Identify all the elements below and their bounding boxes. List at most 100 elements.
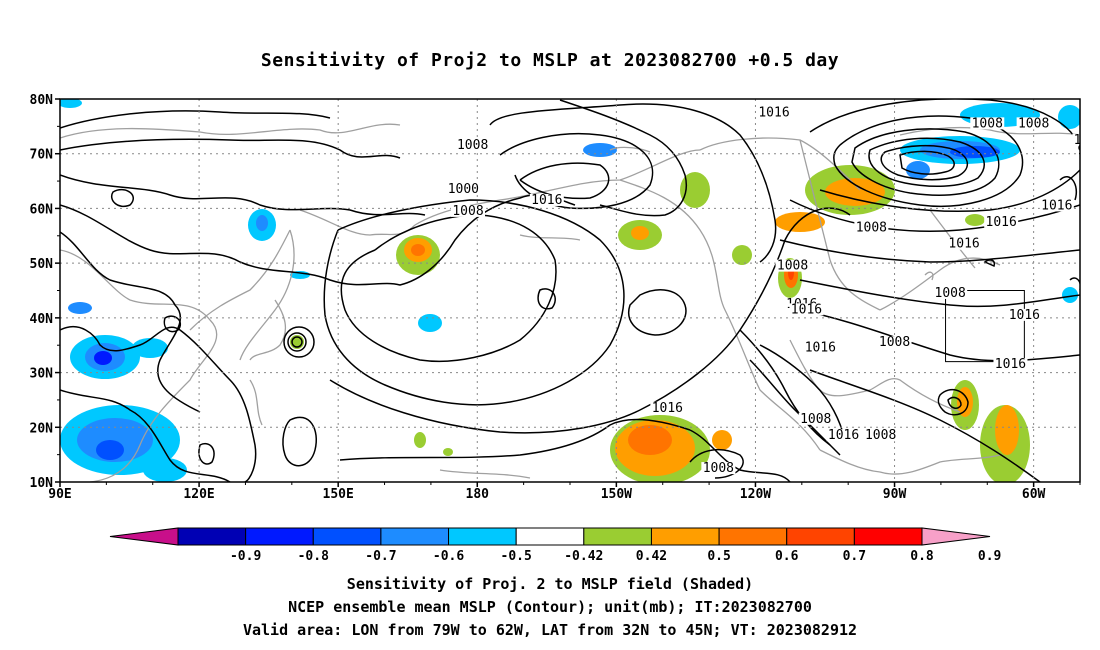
- typhoon-contours: [283, 326, 315, 358]
- contour-label: 1016: [995, 357, 1026, 372]
- figure-title: Sensitivity of Proj2 to MSLP at 20230827…: [260, 50, 840, 71]
- colorbar-swatch: [312, 527, 382, 546]
- contour-label: 1008: [856, 220, 887, 235]
- contour-label: 1016: [986, 215, 1017, 230]
- lat-tick-label: 50N: [30, 257, 54, 272]
- contour-label: 1016: [758, 105, 789, 120]
- colorbar-swatch: [380, 527, 450, 546]
- colorbar: -0.9 -0.8 -0.7 -0.6 -0.5 -0.42 0.42 0.5 0.6 0.7 0.…: [109, 527, 1001, 564]
- colorbar-label: 0.7: [843, 549, 866, 564]
- colorbar-swatch: [718, 527, 788, 546]
- contour-label: 1008: [703, 461, 734, 476]
- contour-label: 1008: [879, 335, 910, 350]
- coastlines: [60, 123, 1080, 482]
- lon-tick-label: 120E: [183, 487, 214, 502]
- lon-tick-label: 150W: [601, 487, 632, 502]
- contour-label-bg: [446, 183, 481, 196]
- colorbar-label: -0.7: [365, 549, 396, 564]
- contour-label: 1016: [828, 428, 859, 443]
- lat-tick-label: 40N: [30, 312, 54, 327]
- contour-label-bg: [1072, 133, 1080, 146]
- contour-label: 1008: [935, 286, 966, 301]
- colorbar-max-triangle: [921, 527, 991, 546]
- contour-label: 1000: [1074, 133, 1100, 148]
- caption: Sensitivity of Proj. 2 to MSLP field (Sh…: [0, 573, 1100, 642]
- sensitivity-shading: [60, 99, 1080, 482]
- contour-label-bg: [854, 221, 889, 234]
- contour-label: 1016: [531, 193, 562, 208]
- contour-label-bg: [984, 215, 1019, 228]
- contour-label: 1008: [457, 138, 488, 153]
- contour-label: 1008: [865, 428, 896, 443]
- colorbar-label: 0.42: [636, 549, 667, 564]
- contour-label-bg: [803, 341, 838, 354]
- lat-tick-label: 80N: [30, 93, 54, 108]
- lat-tick-label: 60N: [30, 202, 54, 217]
- colorbar-swatch: [583, 527, 652, 546]
- contour-label-bg: [826, 429, 861, 442]
- contour-label: 1008: [777, 259, 808, 274]
- contour-label-bg: [877, 336, 912, 349]
- colorbar-swatch: [650, 527, 720, 546]
- contour-label-bg: [970, 117, 1005, 130]
- contour-label-bg: [789, 303, 824, 316]
- contour-label-bg: [1007, 308, 1042, 321]
- colorbar-label: -0.42: [564, 549, 603, 564]
- contour-label: 1016: [948, 237, 979, 252]
- contour-label-bg: [798, 412, 833, 425]
- mslp-contours: [60, 99, 1080, 482]
- contour-label: 1016: [652, 401, 683, 416]
- lat-tick-label: 10N: [30, 476, 54, 491]
- colorbar-swatch: [515, 527, 585, 546]
- contour-label-bg: [451, 204, 485, 217]
- lat-tick-label: 20N: [30, 421, 54, 436]
- contour-label: 1016: [1041, 198, 1072, 213]
- caption-line-1: Sensitivity of Proj. 2 to MSLP field (Sh…: [346, 575, 754, 593]
- caption-line-3: Valid area: LON from 79W to 62W, LAT fro…: [242, 621, 858, 639]
- contour-label: 1008: [972, 116, 1003, 131]
- lon-tick-label: 150E: [323, 487, 354, 502]
- colorbar-label: -0.6: [433, 549, 464, 564]
- contour-label-bg: [993, 358, 1028, 371]
- contour-label-bg: [775, 259, 810, 272]
- lat-tick-label: 30N: [30, 367, 54, 382]
- contour-label: 1016: [805, 341, 836, 356]
- contour-label: 1000: [448, 182, 479, 197]
- lon-tick-label: 120W: [740, 487, 771, 502]
- colorbar-swatch: [177, 527, 247, 546]
- contour-label-bg: [863, 429, 898, 442]
- lon-tick-label: 90E: [48, 487, 71, 502]
- colorbar-label: 0.5: [707, 549, 730, 564]
- gridlines: [60, 99, 1080, 482]
- colorbar-label: 0.8: [910, 549, 934, 564]
- contour-label: 1008: [1018, 116, 1049, 131]
- colorbar-swatch: [245, 527, 314, 546]
- colorbar-swatch: [448, 527, 517, 546]
- contour-label-bg: [1076, 144, 1080, 157]
- colorbar-swatch: [853, 527, 923, 546]
- longitude-axis: 90E 120E 150E 180 150W 120W 90W 60W: [48, 482, 1081, 502]
- lon-tick-label: 180: [466, 487, 490, 502]
- contour-labels: 1008100810161008100810081016100810161016…: [446, 105, 1100, 476]
- contour-label-bg: [947, 237, 982, 250]
- colorbar-label: -0.8: [298, 549, 329, 564]
- colorbar-label: -0.9: [230, 549, 261, 564]
- lat-tick-label: 70N: [30, 148, 54, 163]
- contour-label-bg: [529, 193, 564, 206]
- contour-label-bg: [1039, 199, 1074, 212]
- valid-area-box: [945, 290, 1025, 363]
- contour-label: 1008: [800, 412, 831, 427]
- map-area: 1008100810161008100810081016100810161016…: [60, 99, 1100, 482]
- contour-label-bg: [757, 106, 791, 119]
- colorbar-label: 0.6: [775, 549, 799, 564]
- contour-label-bg: [933, 286, 968, 299]
- lon-tick-label: 90W: [883, 487, 907, 502]
- contour-label: 1008: [452, 204, 483, 219]
- lon-tick-label: 60W: [1022, 487, 1046, 502]
- latitude-axis: 80N 70N 60N 50N 40N 30N 20N 10N: [30, 93, 60, 491]
- colorbar-label: -0.5: [501, 549, 532, 564]
- contour-label: 1016: [1009, 308, 1040, 323]
- contour-label-bg: [455, 139, 490, 152]
- contour-label: 992: [1078, 144, 1100, 159]
